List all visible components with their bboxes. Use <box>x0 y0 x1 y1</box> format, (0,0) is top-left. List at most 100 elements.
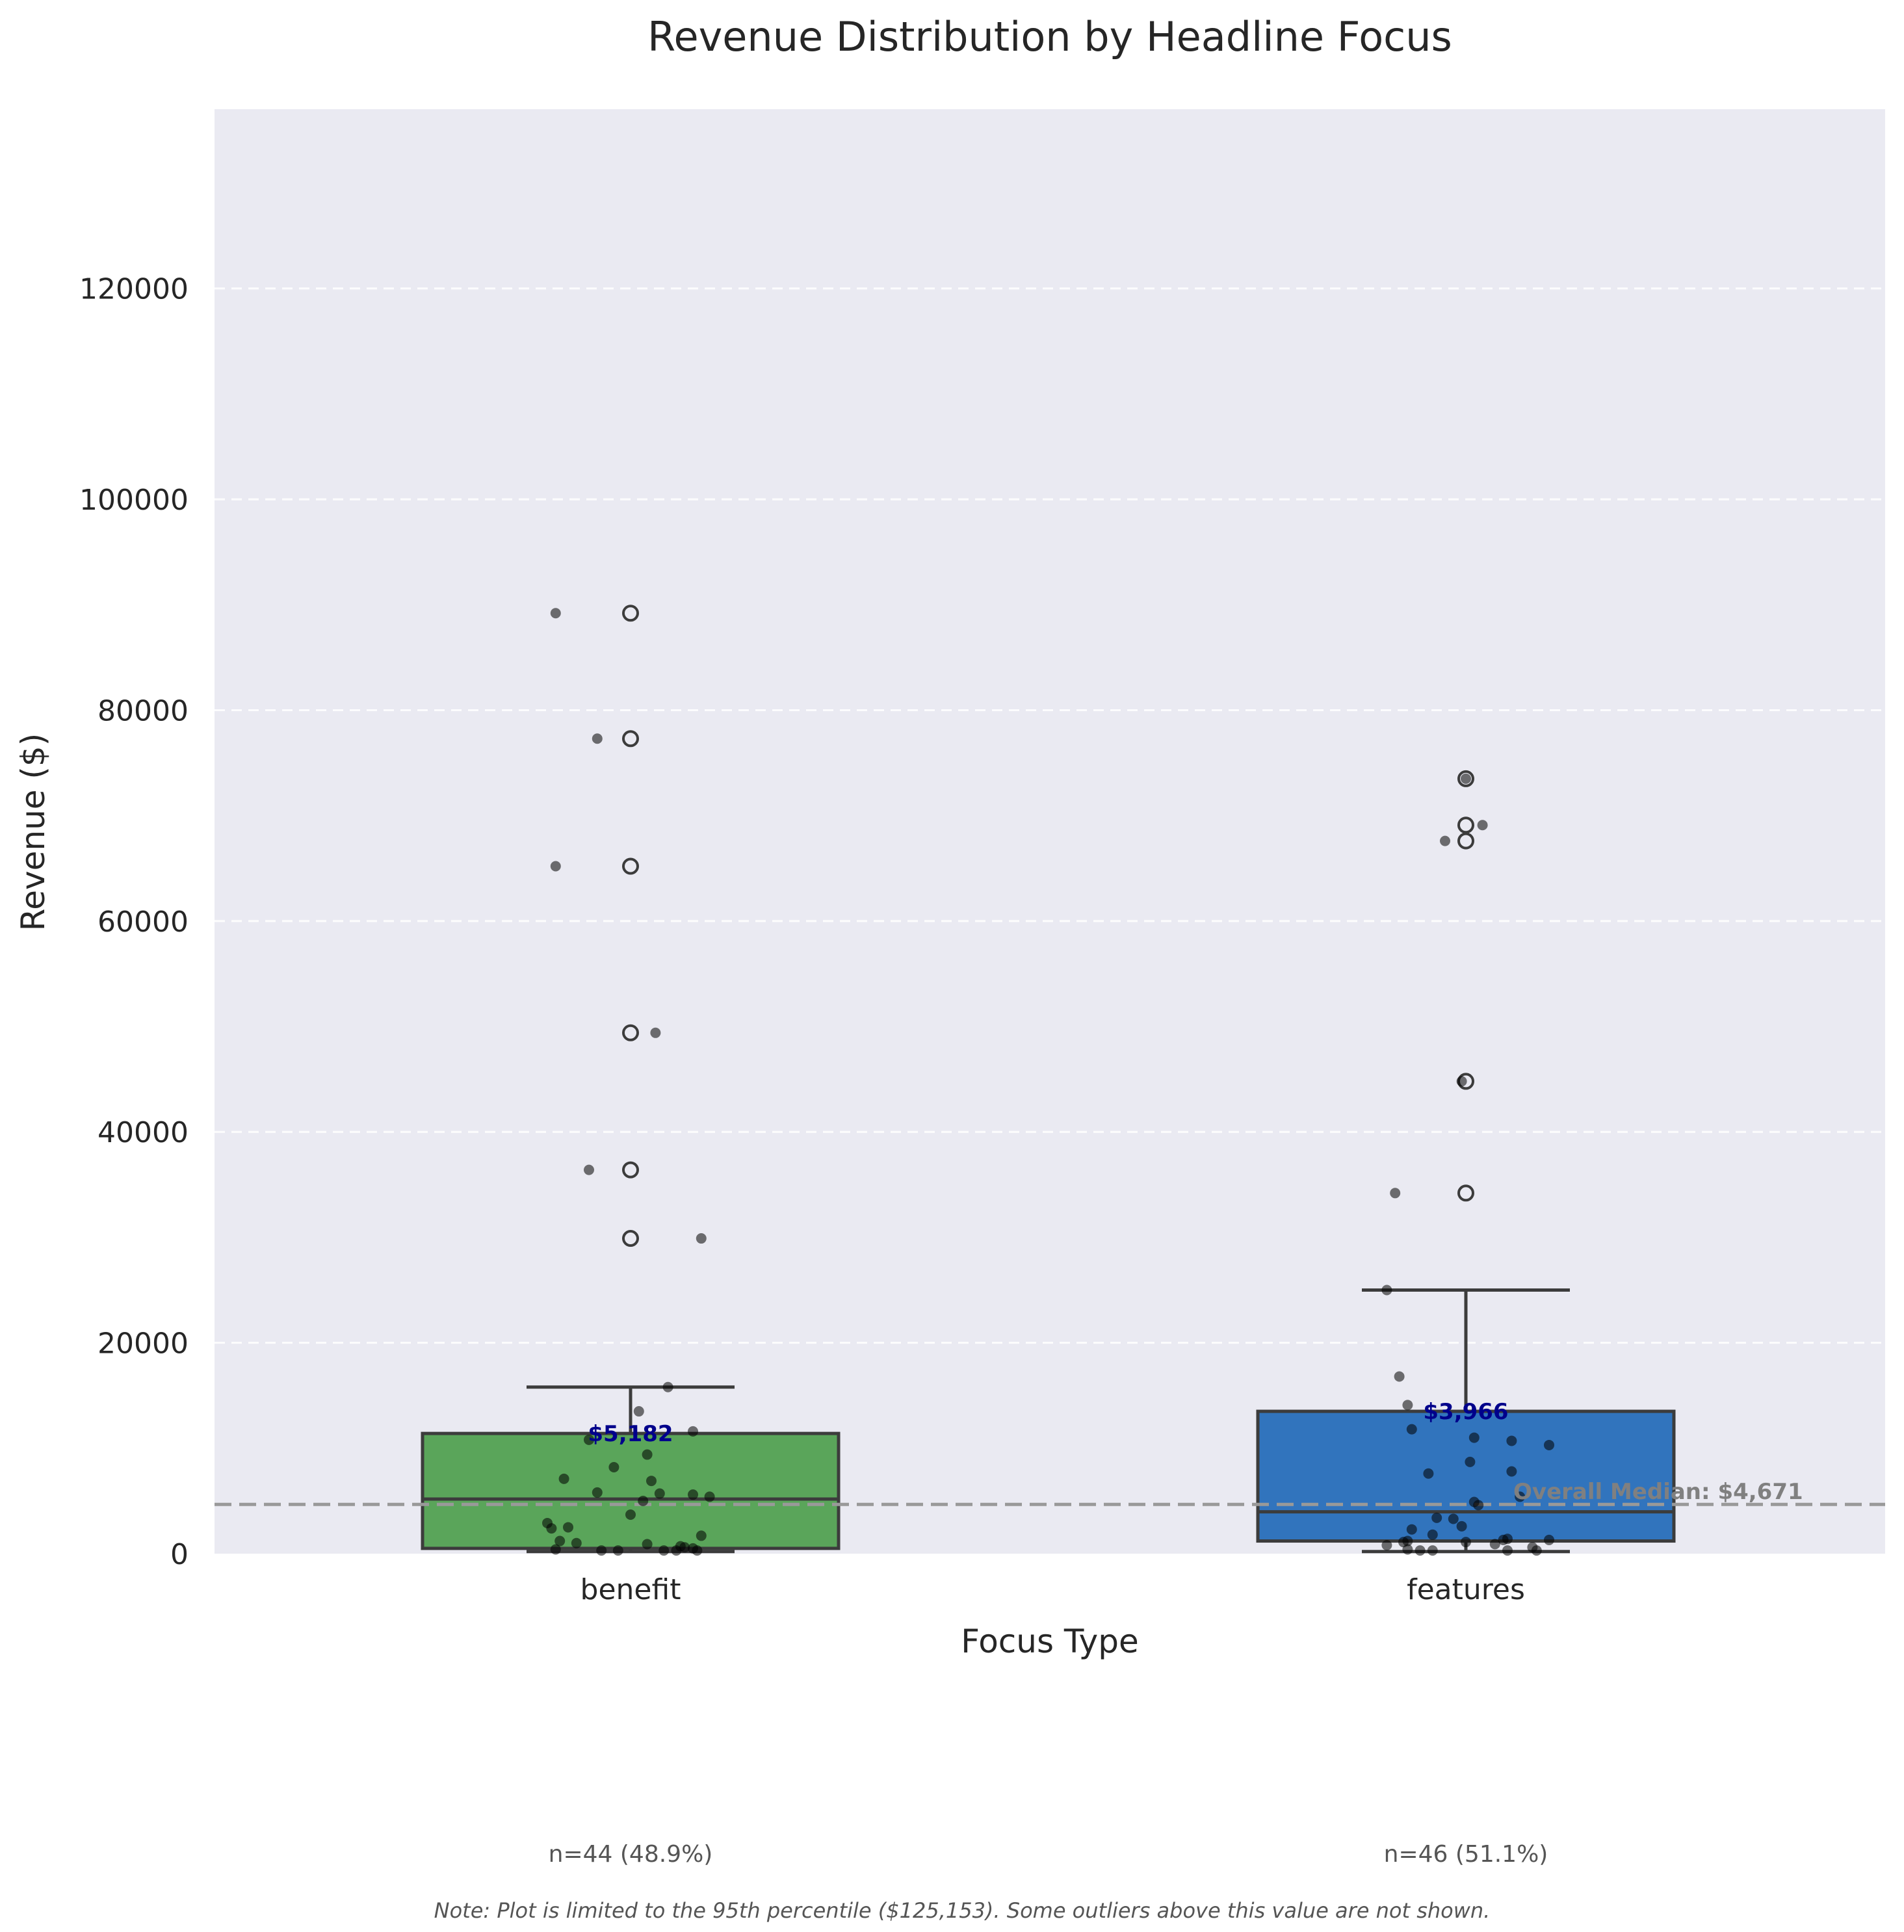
y-tick-label: 120000 <box>79 273 189 306</box>
outlier-marker <box>1457 816 1474 834</box>
data-point <box>584 1164 594 1175</box>
data-point <box>1473 1500 1484 1511</box>
data-point <box>1390 1188 1401 1199</box>
y-tick-label: 60000 <box>98 906 189 939</box>
data-point <box>1544 1534 1554 1545</box>
data-point <box>1531 1545 1542 1556</box>
y-tick-label: 100000 <box>79 484 189 517</box>
data-point <box>1381 1285 1392 1296</box>
data-point <box>550 608 561 619</box>
x-tick-labels: benefit features <box>580 1573 1525 1606</box>
reference-line-label: Overall Median: $4,671 <box>1513 1479 1803 1505</box>
outlier-marker <box>622 605 639 622</box>
data-point <box>1427 1529 1438 1540</box>
data-point <box>571 1537 582 1548</box>
data-point <box>1498 1534 1509 1545</box>
x-axis-label: Focus Type <box>961 1623 1139 1660</box>
data-point <box>696 1530 707 1541</box>
data-point <box>596 1545 607 1556</box>
data-points <box>542 608 1554 1556</box>
data-point <box>1427 1545 1438 1556</box>
data-point <box>1456 1521 1467 1532</box>
data-point <box>688 1426 698 1437</box>
box-iqr <box>421 1431 841 1550</box>
data-point <box>608 1462 619 1473</box>
grid-lines <box>215 287 1885 1344</box>
y-tick-label: 40000 <box>98 1116 189 1149</box>
data-point <box>1489 1539 1500 1550</box>
data-point <box>1544 1439 1554 1450</box>
y-tick-label: 80000 <box>98 694 189 727</box>
outlier-marker <box>1457 770 1474 787</box>
data-point <box>671 1545 682 1556</box>
outlier-marker <box>622 1230 639 1247</box>
data-point <box>592 733 603 744</box>
data-point <box>550 1544 561 1555</box>
data-point <box>1402 1400 1413 1411</box>
y-tick-labels: 0 20000 40000 60000 80000 100000 120000 <box>79 273 189 1571</box>
data-point <box>1502 1545 1513 1556</box>
data-point <box>1477 820 1488 831</box>
data-point <box>1506 1466 1517 1477</box>
data-point <box>642 1449 653 1460</box>
x-tick-label: benefit <box>580 1573 681 1606</box>
outlier-marker <box>622 1161 639 1179</box>
outlier-marker <box>622 730 639 748</box>
data-point <box>546 1523 557 1534</box>
data-point <box>612 1545 623 1556</box>
data-point <box>554 1535 566 1547</box>
data-point <box>1394 1371 1405 1382</box>
data-point <box>1461 773 1471 784</box>
data-point <box>692 1545 703 1556</box>
data-point <box>1415 1545 1426 1556</box>
median-labels: $5,182 $3,966 <box>588 1399 1508 1447</box>
data-point <box>1440 835 1450 846</box>
data-point <box>563 1522 573 1533</box>
footnote: Note: Plot is limited to the 95th percen… <box>434 1898 1491 1923</box>
data-point <box>638 1495 649 1506</box>
median-value-label: $5,182 <box>588 1421 673 1447</box>
data-point <box>633 1406 644 1417</box>
x-tick-label: features <box>1407 1573 1525 1606</box>
data-point <box>1406 1524 1417 1535</box>
data-point <box>659 1545 670 1556</box>
data-point <box>642 1539 653 1550</box>
data-point <box>646 1476 657 1487</box>
data-point <box>688 1489 698 1500</box>
box-features <box>1256 770 1676 1554</box>
data-point <box>1515 1491 1526 1502</box>
data-point <box>1506 1435 1517 1446</box>
data-point <box>1381 1540 1392 1551</box>
data-point <box>1406 1424 1417 1435</box>
data-point <box>704 1491 715 1502</box>
data-point <box>696 1233 707 1244</box>
count-label: n=46 (51.1%) <box>1384 1841 1548 1868</box>
data-point <box>584 1434 594 1445</box>
box-benefit <box>421 605 841 1554</box>
box-iqr <box>1256 1409 1676 1543</box>
data-point <box>650 1027 661 1038</box>
count-label: n=44 (48.9%) <box>549 1841 713 1868</box>
outlier-marker <box>1457 832 1474 850</box>
data-point <box>1423 1468 1434 1479</box>
data-point <box>625 1509 636 1520</box>
outlier-marker <box>1457 1184 1474 1202</box>
data-point <box>654 1488 665 1499</box>
chart-title: Revenue Distribution by Headline Focus <box>647 13 1452 60</box>
data-point <box>662 1381 673 1392</box>
data-point <box>1468 1432 1480 1443</box>
y-axis-label: Revenue ($) <box>14 733 52 931</box>
data-point <box>1402 1544 1413 1555</box>
data-point <box>1465 1456 1476 1467</box>
y-tick-label: 0 <box>170 1538 189 1571</box>
outlier-marker <box>622 1024 639 1041</box>
plot-background <box>215 109 1885 1554</box>
data-point <box>558 1473 569 1484</box>
box-plots <box>421 605 1676 1554</box>
data-point <box>1456 1076 1467 1087</box>
data-point <box>592 1487 603 1498</box>
count-labels: n=44 (48.9%) n=46 (51.1%) <box>549 1841 1548 1868</box>
data-point <box>1431 1512 1442 1523</box>
outlier-marker <box>622 857 639 875</box>
